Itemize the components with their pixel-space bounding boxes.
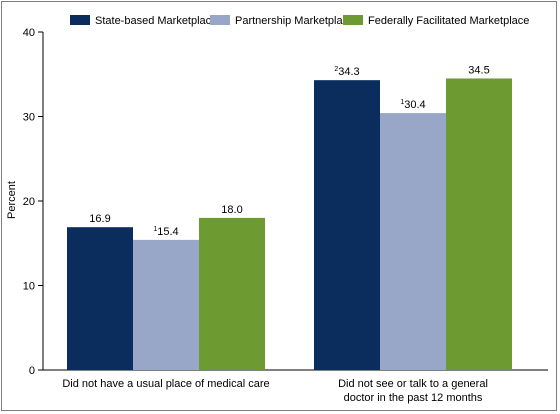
data-label: 234.3 [334, 66, 359, 78]
y-tick-label: 30 [23, 112, 35, 124]
legend-swatch [210, 15, 230, 25]
y-tick-label: 40 [23, 27, 35, 39]
bar [67, 227, 133, 370]
bar [314, 80, 380, 370]
y-axis-label: Percent [6, 181, 18, 219]
bars [67, 78, 512, 371]
legend-label: Federally Facilitated Marketplace [368, 15, 529, 27]
x-category-label: Did not see or talk to a general [338, 378, 488, 390]
data-labels: 16.9 115.4 18.0 234.3 130.4 34.5 [89, 64, 489, 237]
footnote-marker: 1 [153, 226, 157, 233]
data-label: 16.9 [89, 213, 110, 225]
y-tick-label: 0 [29, 365, 35, 377]
y-tick-label: 20 [23, 196, 35, 208]
legend-label: Partnership Marketplace [235, 15, 354, 27]
x-category-label: Did not have a usual place of medical ca… [62, 378, 269, 390]
legend-label: State-based Marketplace [95, 15, 217, 27]
footnote-marker: 2 [334, 66, 338, 73]
data-label: 130.4 [400, 99, 425, 111]
bar [380, 113, 446, 371]
data-label: 34.5 [468, 64, 489, 76]
y-tick-label: 10 [23, 281, 35, 293]
data-label: 18.0 [221, 204, 242, 216]
bar [133, 239, 199, 370]
x-category-label: doctor in the past 12 months [344, 392, 483, 404]
bar [199, 217, 265, 370]
footnote-marker: 1 [400, 99, 404, 106]
data-label: 115.4 [153, 226, 178, 238]
legend: State-based Marketplace Partnership Marke… [70, 15, 529, 27]
legend-swatch [343, 15, 363, 25]
legend-swatch [70, 15, 90, 25]
bar [446, 78, 512, 370]
